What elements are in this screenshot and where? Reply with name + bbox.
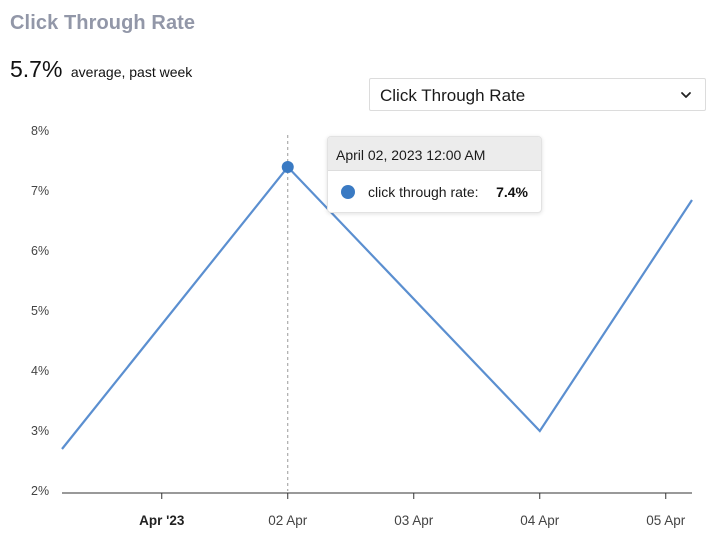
series-layer bbox=[61, 135, 693, 491]
widget-title: Click Through Rate bbox=[10, 12, 196, 34]
y-axis: 2% 3% 4% 5% 6% 7% 8% bbox=[31, 124, 49, 498]
series-marker-icon bbox=[341, 185, 355, 199]
chevron-down-icon bbox=[681, 92, 691, 98]
x-tick-label: 05 Apr bbox=[646, 513, 686, 528]
x-tick-label: 03 Apr bbox=[394, 513, 434, 528]
tooltip-series-label: click through rate: bbox=[368, 184, 479, 200]
metric-select[interactable]: Click Through Rate bbox=[369, 78, 706, 111]
y-tick-label: 3% bbox=[31, 424, 49, 438]
x-tick-label: 02 Apr bbox=[268, 513, 308, 528]
hover-tooltip: April 02, 2023 12:00 AM click through ra… bbox=[327, 136, 542, 213]
y-tick-label: 8% bbox=[31, 124, 49, 138]
metric-select-value: Click Through Rate bbox=[380, 86, 526, 105]
y-tick-label: 5% bbox=[31, 304, 49, 318]
y-tick-label: 4% bbox=[31, 364, 49, 378]
highlighted-data-point bbox=[281, 161, 294, 173]
y-tick-label: 2% bbox=[31, 484, 49, 498]
x-tick-label: 04 Apr bbox=[520, 513, 560, 528]
tooltip-row: click through rate: 7.4% bbox=[328, 171, 541, 212]
average-caption: average, past week bbox=[70, 64, 193, 80]
x-tick-label: Apr '23 bbox=[139, 513, 185, 528]
tooltip-date: April 02, 2023 12:00 AM bbox=[328, 137, 541, 171]
average-summary: 5.7% average, past week bbox=[10, 56, 192, 83]
x-axis: Apr '23 02 Apr 03 Apr 04 Apr 05 Apr bbox=[62, 492, 692, 528]
series-line bbox=[61, 165, 693, 450]
y-tick-label: 7% bbox=[31, 184, 49, 198]
average-value: 5.7% bbox=[10, 56, 63, 82]
tooltip-value: 7.4% bbox=[496, 184, 528, 200]
y-tick-label: 6% bbox=[31, 244, 49, 258]
